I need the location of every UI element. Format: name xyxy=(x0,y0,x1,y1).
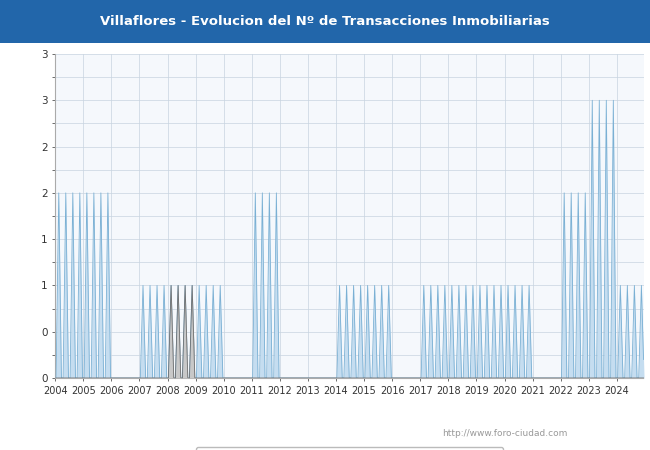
Text: Villaflores - Evolucion del Nº de Transacciones Inmobiliarias: Villaflores - Evolucion del Nº de Transa… xyxy=(100,15,550,28)
Legend: Viviendas Nuevas, Viviendas Usadas: Viviendas Nuevas, Viviendas Usadas xyxy=(196,447,503,450)
Text: http://www.foro-ciudad.com: http://www.foro-ciudad.com xyxy=(442,429,567,438)
